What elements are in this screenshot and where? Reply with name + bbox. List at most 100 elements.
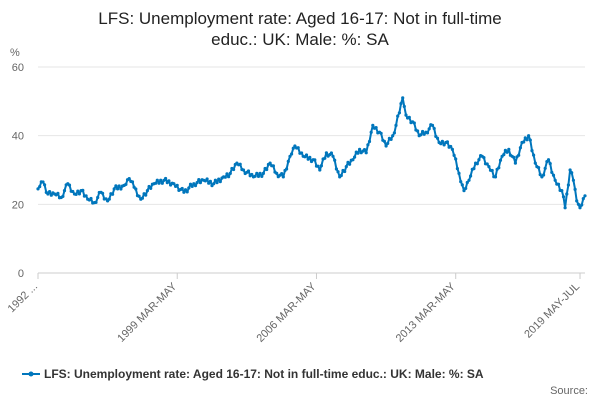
data-point [505,150,509,154]
legend-series-label: LFS: Unemployment rate: Aged 16-17: Not … [44,367,484,381]
data-point [482,156,486,160]
x-tick-label-2: 2006 MAR-MAY [254,280,319,345]
data-point [513,161,518,165]
x-tick-label-0: 1992 ... [6,281,40,315]
data-point [265,167,269,172]
data-point [114,184,118,188]
data-point [374,126,378,130]
data-point [560,189,564,193]
data-point [452,153,456,157]
data-point [527,134,531,138]
data-point [323,156,327,160]
data-point [281,175,285,179]
data-point [442,143,446,147]
data-point [397,111,401,115]
data-point [116,187,120,191]
data-point [430,123,435,127]
data-point [356,151,360,155]
data-point [193,184,198,188]
data-point [553,178,557,182]
data-point [427,127,431,131]
data-point [518,146,523,150]
data-point [538,173,542,177]
x-axis: 1992 ... 1999 MAR-MAY 2006 MAR-MAY 2013 MAR… [6,273,582,345]
data-point [576,202,581,206]
data-point [407,115,411,119]
data-point [502,153,506,157]
data-point [137,194,141,198]
data-point [522,140,526,144]
data-point [563,206,567,210]
legend[interactable]: LFS: Unemployment rate: Aged 16-17: Not … [22,367,484,381]
data-point [566,183,571,187]
data-point [507,147,511,151]
data-point [76,189,80,193]
data-point [217,177,221,181]
data-point [157,181,161,185]
data-point [149,186,153,190]
data-point [391,134,395,138]
data-point [159,178,163,182]
data-point [225,172,229,176]
data-point [487,165,491,169]
plot-area [36,96,587,210]
data-point [300,151,304,155]
data-point [285,167,289,171]
data-point [185,190,189,194]
data-point [187,186,191,190]
data-point [392,131,396,135]
data-point [167,179,171,183]
x-tick-label-3: 2013 MAR-MAY [394,280,459,345]
data-point [130,180,135,184]
data-point [67,183,72,187]
data-point [379,131,383,135]
data-point [180,186,184,191]
data-point [542,173,546,177]
data-point [399,102,403,106]
data-point [205,177,209,181]
data-point [160,181,164,185]
y-tick-label-20: 20 [12,199,24,211]
data-point [369,130,373,134]
data-point [256,174,261,178]
data-point [454,157,458,161]
data-point [389,137,393,141]
data-point [223,175,227,179]
data-point [61,194,65,198]
data-point [344,165,348,169]
data-point [144,193,148,197]
data-point [291,146,295,150]
data-point [319,164,323,168]
data-point [402,104,406,109]
data-point [416,129,420,133]
data-point [238,162,242,166]
data-point [94,200,98,204]
data-point [96,195,100,200]
data-point [353,155,357,159]
data-point [439,142,443,146]
chart-title-line-1: LFS: Unemployment rate: Aged 16-17: Not … [98,9,501,28]
data-point [550,170,554,174]
data-point [175,183,179,187]
data-point [280,172,284,176]
x-tick-label-1: 1999 MAR-MAY [115,280,180,345]
data-point [532,153,536,157]
data-point [140,196,144,200]
data-point [493,175,498,179]
data-point [62,189,67,193]
data-point [46,192,50,196]
data-point [581,197,585,201]
data-point [241,168,246,172]
data-point [271,164,275,168]
data-point [460,183,464,187]
data-point [462,189,466,193]
data-point [81,188,85,192]
data-point [561,195,566,199]
data-point [435,136,440,140]
data-point [449,144,453,149]
data-point [124,182,128,186]
data-point [358,147,362,151]
data-point [232,167,236,172]
data-point [339,173,343,178]
